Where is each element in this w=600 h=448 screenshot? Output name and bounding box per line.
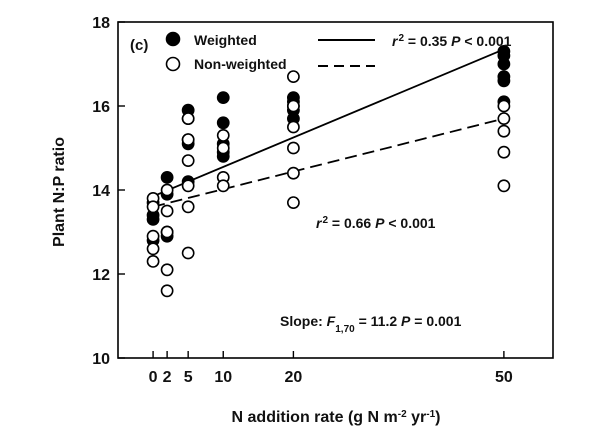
point-non-weighted (287, 196, 300, 209)
point-non-weighted (287, 70, 300, 83)
point-non-weighted (181, 133, 195, 146)
x-tick-label: 0 (149, 369, 158, 386)
point-non-weighted (287, 166, 300, 180)
x-tick-label: 5 (184, 369, 193, 386)
slope-prefix: Slope: (280, 313, 327, 329)
point-non-weighted (160, 204, 174, 218)
point-weighted (216, 91, 230, 104)
point-weighted (216, 116, 230, 130)
r2-symbol-weighted: r (392, 33, 399, 49)
point-non-weighted (287, 120, 300, 134)
slope-f-symbol: F (327, 313, 336, 329)
point-non-weighted (146, 200, 160, 214)
point-non-weighted (181, 179, 195, 193)
y-axis-label: Plant N:P ratio (51, 137, 68, 247)
panel-label: (c) (130, 37, 148, 54)
slope-annotation: Slope: F1,70 = 11.2 P = 0.001 (280, 313, 462, 335)
p-symbol-weighted: P (451, 33, 461, 49)
point-non-weighted (216, 128, 230, 142)
y-tick-label: 10 (92, 351, 110, 368)
fit-line-dashed (152, 117, 505, 208)
plot-frame (117, 21, 554, 359)
point-non-weighted (287, 99, 300, 113)
point-non-weighted (497, 145, 511, 159)
fit-line-solid (152, 48, 505, 198)
point-non-weighted (160, 284, 174, 298)
slope-p-symbol: P (401, 313, 411, 329)
x-tick-label: 50 (495, 369, 513, 386)
ticks: 10 12 14 16 18 0 2 5 10 20 50 (92, 15, 513, 386)
fit-lines (152, 48, 505, 208)
point-non-weighted (160, 183, 174, 197)
legend-label-weighted: Weighted (194, 32, 257, 48)
x-tick-label: 2 (163, 369, 172, 386)
point-non-weighted (497, 99, 511, 113)
x-tick-label: 20 (285, 369, 303, 386)
r2-annotation-non-weighted: r2 = 0.66 P < 0.001 (316, 215, 436, 232)
data-points (146, 45, 511, 298)
point-non-weighted (146, 242, 160, 256)
p-value-weighted: < 0.001 (460, 33, 511, 49)
legend: Weighted Non-weighted (165, 31, 375, 72)
y-tick-label: 12 (92, 267, 110, 284)
point-non-weighted (181, 154, 195, 167)
y-tick-label: 18 (92, 15, 110, 32)
point-non-weighted (216, 141, 230, 155)
point-non-weighted (146, 229, 160, 243)
point-non-weighted (181, 200, 195, 214)
point-non-weighted (497, 112, 511, 125)
slope-p-value: = 0.001 (410, 313, 461, 329)
r2-symbol-non-weighted: r (316, 215, 323, 231)
r2-value-weighted: = 0.35 (404, 33, 451, 49)
point-weighted (497, 74, 511, 88)
legend-marker-weighted (165, 31, 181, 47)
legend-marker-non-weighted (165, 56, 181, 72)
p-value-non-weighted: < 0.001 (384, 215, 435, 231)
point-non-weighted (216, 179, 230, 193)
x-tick-label: 10 (214, 369, 232, 386)
point-non-weighted (160, 263, 174, 277)
slope-f-value: = 11.2 (355, 313, 401, 329)
point-non-weighted (497, 179, 511, 193)
point-non-weighted (146, 254, 160, 268)
y-tick-label: 16 (92, 99, 110, 116)
point-non-weighted (287, 141, 300, 155)
point-weighted (160, 170, 174, 184)
point-non-weighted (181, 112, 195, 125)
y-tick-label: 14 (92, 183, 110, 200)
point-non-weighted (160, 225, 174, 239)
x-axis-label: N addition rate (g N m-2 yr-1) (232, 409, 441, 427)
point-weighted (497, 57, 511, 71)
point-non-weighted (181, 246, 195, 260)
r2-annotation-weighted: r2 = 0.35 P < 0.001 (392, 33, 512, 50)
slope-f-subscript: 1,70 (335, 324, 355, 335)
point-non-weighted (497, 124, 511, 138)
legend-label-non-weighted: Non-weighted (194, 56, 287, 72)
p-symbol-non-weighted: P (375, 215, 385, 231)
axes (117, 21, 554, 359)
r2-value-non-weighted: = 0.66 (328, 215, 375, 231)
